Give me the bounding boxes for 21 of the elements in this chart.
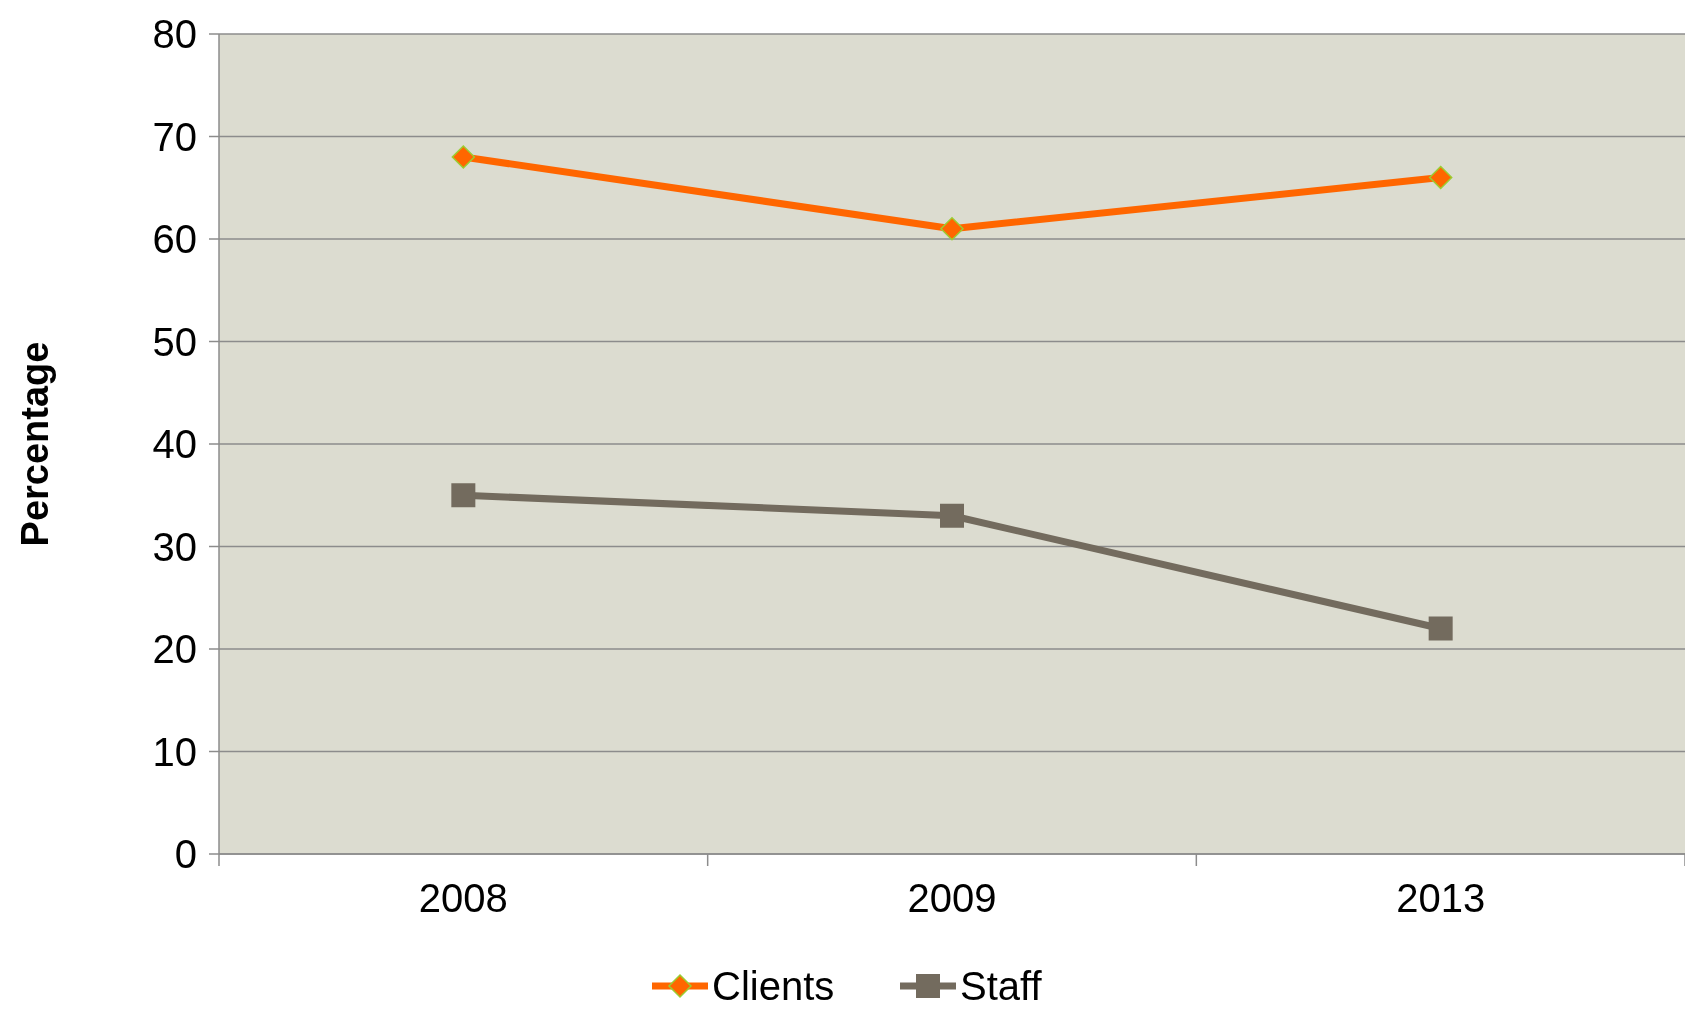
point — [451, 145, 476, 169]
point — [451, 483, 476, 508]
x-tick-label: 2009 — [907, 876, 997, 920]
y-tick-label: 70 — [152, 114, 197, 159]
point — [940, 217, 964, 241]
point — [940, 503, 964, 528]
y-tick-label: 0 — [174, 832, 197, 876]
y-tick-label: 50 — [152, 319, 197, 364]
y-tick-label: 40 — [152, 422, 197, 466]
x-tick-label: 2008 — [418, 876, 508, 920]
x-tick-label: 2013 — [1396, 876, 1486, 920]
y-axis-title: Percentage — [14, 341, 56, 547]
y-tick-label: 30 — [152, 524, 197, 569]
legend-label: Staff — [960, 964, 1043, 1008]
y-tick-label: 20 — [152, 627, 197, 671]
y-tick-label: 10 — [152, 729, 197, 774]
point — [1428, 165, 1453, 190]
y-tick-label: 80 — [152, 12, 197, 56]
y-tick-label: 60 — [152, 217, 197, 261]
legend-label: Clients — [712, 964, 835, 1008]
point — [1428, 616, 1453, 641]
